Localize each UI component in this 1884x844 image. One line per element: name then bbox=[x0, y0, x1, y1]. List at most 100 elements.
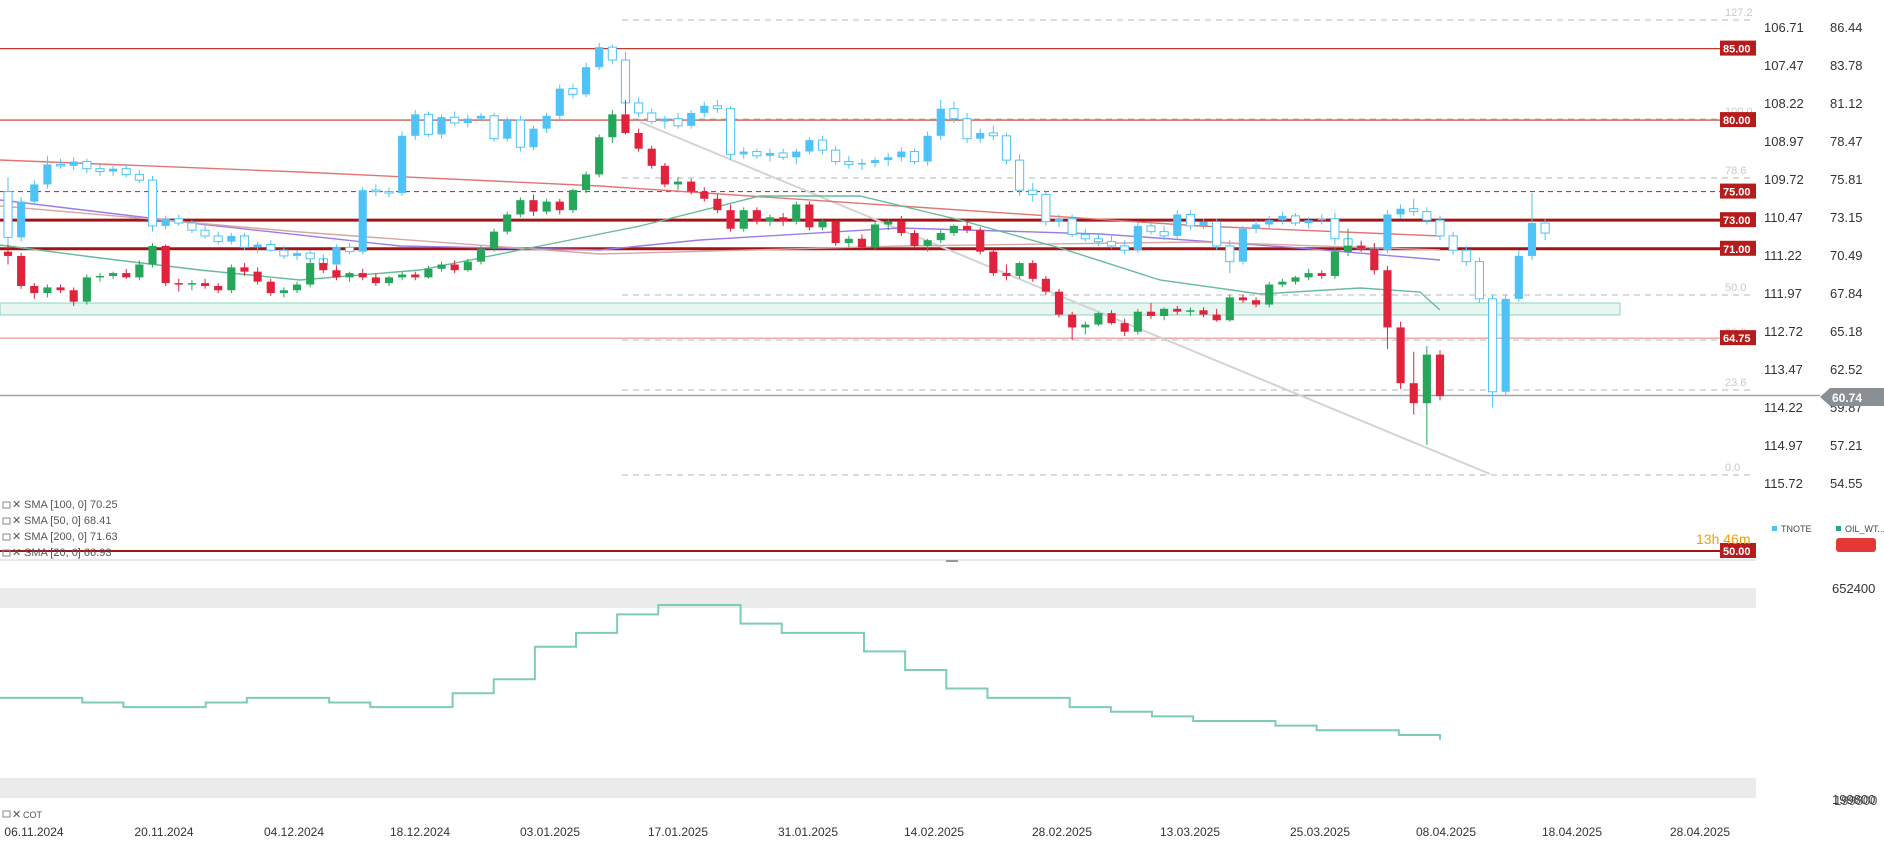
date-axis-label: 18.12.2024 bbox=[390, 825, 450, 839]
cot-close-icon[interactable]: ✕ bbox=[12, 809, 21, 821]
oil-candle-body bbox=[56, 287, 65, 291]
oil-candle-body bbox=[1002, 273, 1011, 276]
tnote-candle-body bbox=[1409, 208, 1419, 213]
indicator-close-icon[interactable]: ✕ bbox=[12, 531, 21, 543]
price-level-tag-text: 85.00 bbox=[1723, 44, 1751, 56]
oil-candle-body bbox=[279, 290, 288, 294]
oil-candle-body bbox=[1291, 277, 1300, 282]
oil-candle-body bbox=[673, 181, 683, 185]
tnote-candle-body bbox=[1199, 221, 1208, 226]
sma-200-line bbox=[0, 205, 1441, 255]
oil-candle-body bbox=[634, 132, 643, 149]
candle-timer: 13h 46m bbox=[1696, 531, 1750, 547]
tnote-candle-body bbox=[43, 164, 52, 185]
tnote-axis-label: 107.47 bbox=[1764, 58, 1804, 73]
tnote-candles bbox=[3, 42, 1550, 408]
price-level-tag bbox=[1720, 40, 1756, 56]
oil-candle-body bbox=[1173, 308, 1182, 312]
tnote-candle-body bbox=[305, 252, 315, 260]
oil-candle-body bbox=[989, 251, 998, 274]
cot-pane[interactable]: 652400 199800 199800 ✕ COT bbox=[0, 581, 1877, 821]
oil-candle-body bbox=[122, 273, 131, 278]
oil-candle-body bbox=[1146, 311, 1156, 316]
indicator-settings-icon[interactable] bbox=[2, 501, 11, 509]
oil-candle-body bbox=[700, 191, 709, 199]
oil-candle-body bbox=[884, 221, 893, 225]
tnote-candle-body bbox=[187, 222, 197, 231]
support-zone bbox=[0, 302, 1621, 316]
tnote-candle-body bbox=[805, 140, 814, 152]
tnote-candle-body bbox=[1173, 214, 1182, 236]
cot-settings-icon[interactable] bbox=[2, 810, 11, 818]
cot-axis-top: 652400 bbox=[1832, 581, 1875, 596]
indicator-close-icon[interactable]: ✕ bbox=[12, 547, 21, 559]
tnote-candle-body bbox=[1448, 235, 1458, 251]
oil-candle-body bbox=[608, 114, 617, 138]
tnote-candle-body bbox=[568, 88, 578, 95]
oil-candle-body bbox=[831, 221, 840, 244]
oil-candle-body bbox=[516, 200, 525, 215]
oil-candle-body bbox=[253, 271, 262, 282]
oil-candle-body bbox=[897, 221, 906, 234]
oil-candle-body bbox=[174, 283, 183, 285]
sma-100-line bbox=[0, 159, 1441, 237]
price-level-tag bbox=[1720, 183, 1756, 199]
tnote-candle-body bbox=[109, 168, 118, 172]
indicator-label: SMA [50, 0] 68.41 bbox=[24, 515, 111, 527]
oil-candle-body bbox=[1081, 324, 1090, 328]
tnote-candle-body bbox=[345, 246, 355, 253]
tnote-candle-body bbox=[1212, 221, 1222, 247]
oil-candle-body bbox=[687, 181, 696, 192]
oil-legend-badge[interactable] bbox=[1836, 538, 1876, 552]
indicator-settings-icon[interactable] bbox=[2, 533, 11, 541]
oil-axis-label: 83.78 bbox=[1830, 58, 1863, 73]
cot-label: ✕ COT bbox=[2, 809, 43, 821]
indicator-close-icon[interactable]: ✕ bbox=[12, 499, 21, 511]
price-level-tag bbox=[1720, 330, 1756, 346]
oil-candle-body bbox=[1199, 310, 1208, 315]
oil-candle-body bbox=[82, 277, 91, 302]
tnote-candle-body bbox=[161, 218, 170, 226]
oil-candle-body bbox=[1252, 300, 1261, 305]
indicator-close-icon[interactable]: ✕ bbox=[12, 515, 21, 527]
oil-candle-body bbox=[1278, 281, 1287, 285]
oil-candle-body bbox=[3, 251, 13, 256]
tnote-candle-body bbox=[1146, 225, 1156, 233]
tnote-candle-body bbox=[1028, 189, 1038, 195]
oil-candle-body bbox=[17, 255, 26, 286]
oil-candle-body bbox=[1133, 311, 1142, 332]
tnote-candle-body bbox=[1067, 218, 1077, 235]
oil-candle-body bbox=[621, 114, 630, 133]
oil-candle-body bbox=[1238, 297, 1248, 301]
oil-candle-body bbox=[1186, 310, 1195, 312]
indicator-settings-icon[interactable] bbox=[2, 549, 11, 557]
tnote-candle-body bbox=[700, 105, 709, 113]
oil-candle-body bbox=[1370, 248, 1379, 271]
price-level-tag bbox=[1720, 543, 1756, 558]
tnote-candle-body bbox=[503, 120, 512, 139]
oil-candle-body bbox=[949, 225, 958, 234]
oil-candle-body bbox=[332, 270, 341, 278]
fib-label: 127.2 bbox=[1725, 7, 1753, 19]
tnote-candle-body bbox=[1252, 224, 1261, 229]
tnote-candle-body bbox=[634, 102, 644, 114]
oil-candle-body bbox=[476, 248, 486, 262]
tnote-candle-body bbox=[712, 105, 723, 110]
tnote-candle-body bbox=[778, 152, 788, 158]
cot-label-text: COT bbox=[23, 810, 43, 820]
oil-candle-body bbox=[976, 230, 985, 252]
oil-candle-body bbox=[240, 267, 249, 272]
indicator-settings-icon[interactable] bbox=[2, 517, 11, 525]
oil-candle-body bbox=[752, 210, 761, 222]
oil-candle-body bbox=[398, 274, 407, 278]
oil-candle-body bbox=[135, 264, 144, 278]
oil-candle-body bbox=[1396, 327, 1405, 384]
oil-candle-body bbox=[1265, 284, 1274, 305]
oil-axis-label: 62.52 bbox=[1830, 362, 1863, 377]
tnote-candle-body bbox=[1120, 245, 1130, 251]
oil-candle-body bbox=[187, 283, 196, 285]
tnote-axis-label: 112.72 bbox=[1764, 324, 1803, 339]
sma-20-line bbox=[0, 195, 1441, 311]
